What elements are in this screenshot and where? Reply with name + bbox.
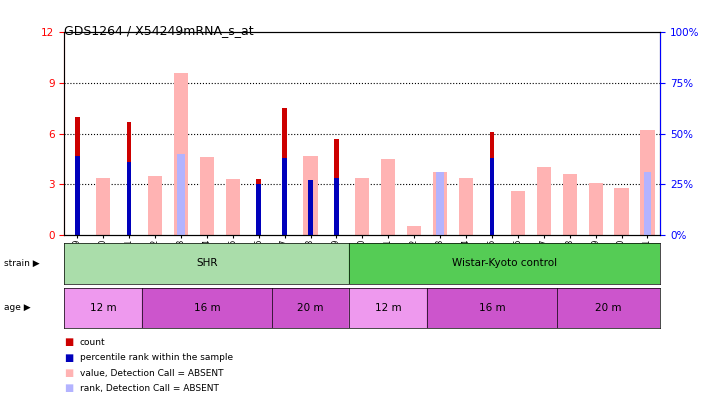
Bar	[381, 159, 396, 235]
Bar	[356, 177, 369, 235]
Text: 12 m: 12 m	[375, 303, 401, 313]
Text: ■: ■	[64, 337, 74, 347]
Bar	[177, 154, 185, 235]
Bar	[334, 139, 338, 235]
Bar	[537, 167, 551, 235]
Bar	[563, 174, 577, 235]
Bar	[459, 177, 473, 235]
Bar	[334, 178, 338, 235]
Bar	[308, 180, 313, 235]
Bar	[588, 183, 603, 235]
Bar	[64, 288, 142, 328]
Text: SHR: SHR	[196, 258, 218, 268]
Bar	[282, 158, 287, 235]
Text: 16 m: 16 m	[193, 303, 220, 313]
Text: 20 m: 20 m	[297, 303, 323, 313]
Text: strain ▶: strain ▶	[4, 259, 39, 268]
Bar	[127, 162, 131, 235]
Bar	[490, 158, 494, 235]
Text: 12 m: 12 m	[90, 303, 116, 313]
Bar	[96, 177, 110, 235]
Text: percentile rank within the sample: percentile rank within the sample	[80, 353, 233, 362]
Bar	[174, 73, 188, 235]
Bar	[226, 179, 240, 235]
Bar	[615, 188, 629, 235]
Bar	[75, 117, 79, 235]
Bar	[349, 243, 660, 284]
Bar	[643, 172, 651, 235]
Bar	[407, 226, 421, 235]
Bar	[436, 172, 444, 235]
Bar	[127, 122, 131, 235]
Bar	[256, 184, 261, 235]
Text: count: count	[80, 338, 106, 347]
Text: ■: ■	[64, 353, 74, 362]
Text: Wistar-Kyoto control: Wistar-Kyoto control	[453, 258, 558, 268]
Bar	[640, 130, 655, 235]
Text: 16 m: 16 m	[478, 303, 506, 313]
Text: rank, Detection Call = ABSENT: rank, Detection Call = ABSENT	[80, 384, 219, 393]
Text: value, Detection Call = ABSENT: value, Detection Call = ABSENT	[80, 369, 223, 377]
Text: ■: ■	[64, 368, 74, 378]
Bar	[148, 176, 162, 235]
Text: 20 m: 20 m	[595, 303, 622, 313]
Bar	[256, 179, 261, 235]
Bar	[303, 156, 318, 235]
Text: ■: ■	[64, 384, 74, 393]
Bar	[282, 109, 287, 235]
Text: GDS1264 / X54249mRNA_s_at: GDS1264 / X54249mRNA_s_at	[64, 24, 254, 37]
Text: age ▶: age ▶	[4, 303, 30, 312]
Bar	[142, 288, 271, 328]
Bar	[200, 157, 214, 235]
Bar	[433, 173, 447, 235]
Bar	[427, 288, 557, 328]
Bar	[511, 191, 525, 235]
Bar	[557, 288, 660, 328]
Bar	[490, 132, 494, 235]
Bar	[271, 288, 349, 328]
Bar	[64, 243, 349, 284]
Bar	[349, 288, 427, 328]
Bar	[75, 156, 79, 235]
